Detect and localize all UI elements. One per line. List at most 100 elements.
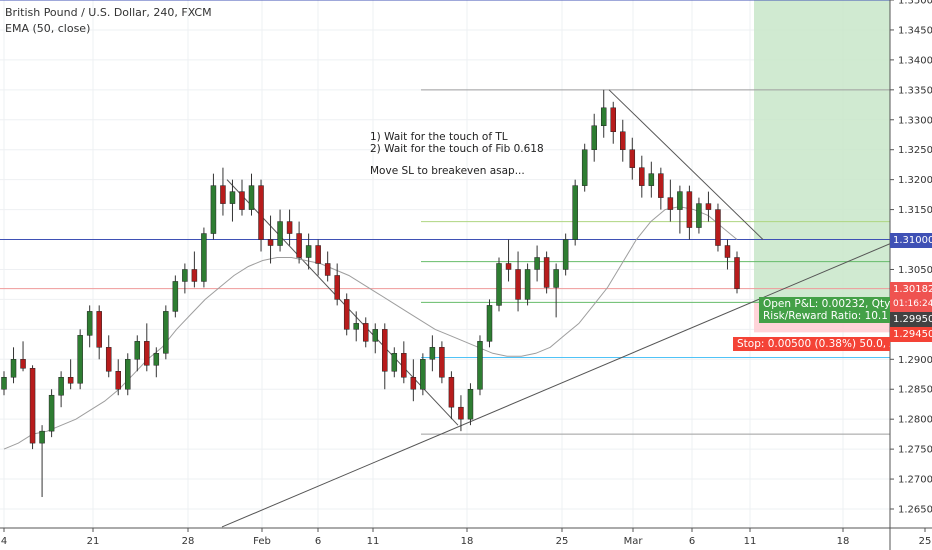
y-tick-label: 1.34000 [898,55,932,66]
y-tick-label: 1.35000 [898,0,932,7]
candle-body [77,335,83,384]
candle-body [343,299,350,330]
risk-reward-label[interactable]: Risk/Reward Ratio: 10.1 [759,309,890,323]
x-tick-label: 25 [919,536,932,547]
candle-body [562,239,569,270]
candle-body [686,191,693,228]
entry-price-label: 1.29950 [890,312,932,327]
open-pnl-label[interactable]: Open P&L: 0.00232, Qty: 59 [759,297,890,311]
candles [1,89,740,498]
y-tick-label: 1.32000 [898,175,932,186]
x-tick-label: 11 [367,536,380,547]
candle-body [439,347,445,378]
position-zones [754,0,890,333]
candle-body [115,371,121,390]
candle-body [362,323,369,342]
stop-label[interactable]: Stop: 0.00500 (0.38%) 50.0, Amo [733,337,890,351]
y-tick-label: 1.33000 [898,115,932,126]
x-tick-label: Feb [253,536,271,547]
candle-body [58,377,64,396]
candle-body [572,185,578,240]
trend-line [221,243,891,528]
candle-body [163,311,169,354]
time-axis[interactable]: 4 21 28 Feb 6 11 18 25 Mar 6 11 18 25 [0,527,932,547]
ema-50-line [3,206,738,450]
y-tick-label: 1.27000 [898,475,932,486]
y-tick-label: 1.29000 [898,355,932,366]
candle-body [391,353,398,372]
countdown-label: 01:16:24 [890,297,932,312]
price-axis[interactable]: 1.26500 1.27000 1.27500 1.28000 1.28500 1.290… [889,0,932,550]
candle-body [20,359,26,369]
x-tick-label: 18 [837,536,850,547]
candle-body [648,173,655,186]
candle-body [705,203,712,210]
candle-body [486,305,493,342]
price-axis-bg [890,0,932,550]
candle-body [429,347,436,360]
x-tick-label: 21 [87,536,100,547]
candle-body [515,269,521,300]
candle-body [553,269,559,288]
candle-body [448,377,455,408]
annotation-line-2: 2) Wait for the touch of Fib 0.618 [370,143,544,155]
x-tick-label: 4 [1,536,7,547]
annotation-line-1: 1) Wait for the touch of TL [370,131,508,143]
candle-body [658,173,664,198]
candle-body [134,341,141,360]
candle-body [286,221,293,234]
candle-body [172,281,179,312]
candle-body [144,341,150,366]
candle-body [477,341,483,390]
candle-body [505,263,512,270]
candle-body [258,185,264,240]
candle-body [39,430,45,444]
candle-body [591,125,597,150]
annotation-line-3: Move SL to breakeven asap... [370,165,525,177]
y-tick-label: 1.34500 [898,25,932,36]
candle-body [296,233,302,258]
level-price-label: 1.31000 [890,233,932,248]
x-tick-label: Mar [624,536,644,547]
candle-body [210,185,217,234]
x-tick-label: 28 [182,536,195,547]
indicator-title: EMA (50, close) [5,22,91,35]
candle-body [382,329,388,372]
trend-lines [221,89,891,528]
candle-body [229,191,236,204]
candle-body [324,263,331,276]
candle-body [220,185,226,204]
candle-body [1,377,7,390]
candle-body [524,269,531,300]
candle-body [96,311,102,348]
candle-body [29,368,36,444]
candle-body [305,245,312,258]
candle-body [467,388,474,420]
trend-line [608,89,764,240]
candle-body [639,167,645,186]
candle-body [248,185,255,210]
candle-body [239,191,245,210]
x-tick-label: 25 [556,536,569,547]
x-tick-label: 6 [315,536,321,547]
trend-line [226,179,459,426]
candle-body [420,359,426,390]
candle-body [629,149,636,168]
candle-body [401,353,407,378]
candle-body [667,197,674,210]
y-tick-label: 1.28000 [898,415,932,426]
candle-body [315,245,321,264]
candle-body [353,323,359,330]
y-tick-label: 1.26500 [898,505,932,516]
candle-body [277,221,283,246]
candle-body [677,191,683,210]
candle-body [153,353,160,366]
candle-body [201,233,207,282]
candle-body [267,239,274,246]
y-tick-label: 1.31500 [898,205,932,216]
x-tick-label: 11 [744,536,757,547]
y-tick-label: 1.32500 [898,145,932,156]
y-tick-label: 1.33500 [898,85,932,96]
candle-body [10,359,17,378]
